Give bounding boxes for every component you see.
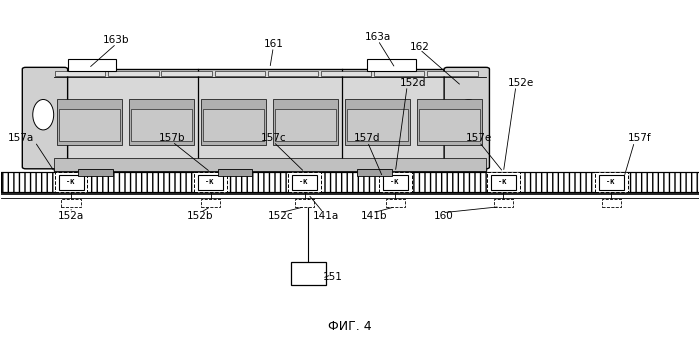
Bar [347, 108, 408, 140]
Bar [108, 71, 159, 76]
Bar [487, 172, 519, 192]
Ellipse shape [458, 100, 479, 130]
Text: 157f: 157f [627, 133, 651, 143]
Bar [417, 100, 482, 145]
Bar [368, 59, 416, 71]
Bar [288, 172, 321, 192]
Bar [202, 100, 266, 145]
Bar [130, 100, 195, 145]
Bar [57, 100, 122, 145]
Bar [62, 198, 81, 207]
Text: 152e: 152e [508, 77, 534, 88]
Bar [60, 108, 120, 140]
Bar [386, 198, 405, 207]
Text: 151: 151 [323, 272, 342, 282]
Bar [275, 108, 336, 140]
Bar [379, 172, 412, 192]
Bar [132, 108, 192, 140]
Text: 152c: 152c [267, 211, 293, 221]
Bar [345, 100, 410, 145]
Text: 157a: 157a [8, 133, 34, 143]
Text: -K: -K [205, 179, 214, 186]
Bar [198, 175, 223, 190]
Ellipse shape [33, 100, 54, 130]
Text: ФИГ. 4: ФИГ. 4 [328, 320, 372, 333]
Bar [290, 262, 326, 285]
Bar [374, 71, 424, 76]
Bar [494, 198, 513, 207]
Text: 141a: 141a [312, 211, 339, 221]
Bar [162, 71, 212, 76]
Text: -K: -K [299, 179, 308, 186]
Text: 152a: 152a [58, 211, 84, 221]
Text: 157d: 157d [354, 133, 381, 143]
FancyBboxPatch shape [444, 67, 489, 169]
Bar [491, 175, 516, 190]
Bar [383, 175, 408, 190]
Bar [55, 172, 88, 192]
Text: 161: 161 [263, 39, 284, 49]
Text: 157b: 157b [159, 133, 186, 143]
Bar [204, 108, 264, 140]
Bar [68, 59, 116, 71]
Bar [267, 71, 318, 76]
Text: 157e: 157e [466, 133, 492, 143]
Bar [54, 158, 486, 170]
Bar [215, 71, 265, 76]
Text: -K: -K [390, 179, 398, 186]
Bar [55, 71, 106, 76]
Bar [427, 71, 477, 76]
Bar [59, 175, 84, 190]
Bar [599, 175, 624, 190]
Bar [595, 172, 628, 192]
Bar [54, 69, 486, 170]
Bar [194, 172, 227, 192]
Bar [218, 169, 253, 176]
Text: 162: 162 [410, 42, 430, 52]
Bar [273, 100, 338, 145]
Text: 152d: 152d [400, 77, 426, 88]
Bar [292, 175, 317, 190]
Bar [295, 198, 314, 207]
Bar [357, 169, 392, 176]
Bar [1, 172, 699, 192]
Bar [419, 108, 480, 140]
Text: 163b: 163b [103, 35, 130, 45]
Bar [201, 198, 220, 207]
Text: 141b: 141b [361, 211, 388, 221]
Text: 152b: 152b [187, 211, 214, 221]
Text: 157c: 157c [260, 133, 286, 143]
Bar [602, 198, 621, 207]
Text: 163a: 163a [365, 32, 391, 42]
Text: 160: 160 [434, 211, 454, 221]
Text: -K: -K [66, 179, 74, 186]
FancyBboxPatch shape [22, 67, 68, 169]
Bar [321, 71, 371, 76]
Text: -K: -K [606, 179, 615, 186]
Text: -K: -K [498, 179, 506, 186]
Bar [78, 169, 113, 176]
